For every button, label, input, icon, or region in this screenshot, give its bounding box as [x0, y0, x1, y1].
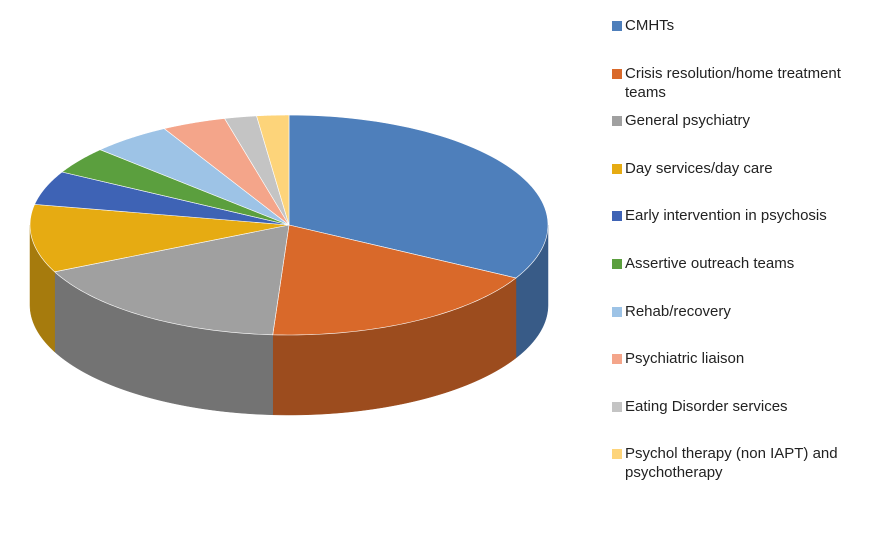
legend-swatch: [612, 259, 622, 269]
legend-swatch: [612, 354, 622, 365]
pie-area: [29, 114, 549, 416]
legend-label: Assertive outreach teams: [625, 255, 795, 272]
legend-label: General psychiatry: [625, 112, 751, 130]
slice: [34, 171, 290, 226]
legend-swatch: [612, 211, 622, 222]
slice: [53, 224, 290, 336]
slice: [99, 128, 290, 226]
legend-swatch: [612, 306, 622, 317]
legend-item: CMHTs: [612, 16, 882, 35]
legend-item: Psychol therapy (non IAPT) and psychothe…: [612, 444, 882, 482]
legend-label: Psychiatric liaison: [625, 350, 745, 368]
legend-item: Early intervention in psychosis: [612, 206, 882, 225]
legend-swatch: [612, 21, 622, 31]
legend-item: Day services/day care: [612, 159, 882, 178]
legend-label: Early intervention in psychosis: [625, 207, 827, 225]
legend-swatch: [612, 163, 622, 174]
legend-swatch: [612, 449, 622, 460]
legend-item: Crisis resolution/home treatment teams: [612, 64, 882, 102]
legend-item: Rehab/recovery: [612, 302, 882, 321]
legend-label: Day services/day care: [625, 159, 773, 177]
legend-swatch: [612, 68, 622, 79]
legend-label: Crisis resolution/home treatment teams: [625, 64, 841, 101]
slice: [288, 114, 549, 279]
slice: [163, 118, 290, 226]
slice: [272, 224, 517, 336]
legend-label: Eating Disorder services: [625, 397, 788, 415]
legend-label: Rehab/recovery: [625, 302, 731, 320]
legend-label: CMHTs: [625, 17, 675, 34]
legend-swatch: [612, 401, 622, 412]
legend-label: Psychol therapy (non IAPT) and psychothe…: [625, 445, 838, 482]
legend-item: Eating Disorder services: [612, 397, 882, 416]
slice: [256, 114, 290, 226]
legend-item: Psychiatric liaison: [612, 349, 882, 368]
slice: [29, 204, 290, 273]
legend-item: General psychiatry: [612, 111, 882, 130]
legend-swatch: [612, 116, 622, 127]
slice: [61, 149, 290, 226]
legend-item: Assertive outreach teams: [612, 254, 882, 273]
slice: [224, 115, 290, 226]
